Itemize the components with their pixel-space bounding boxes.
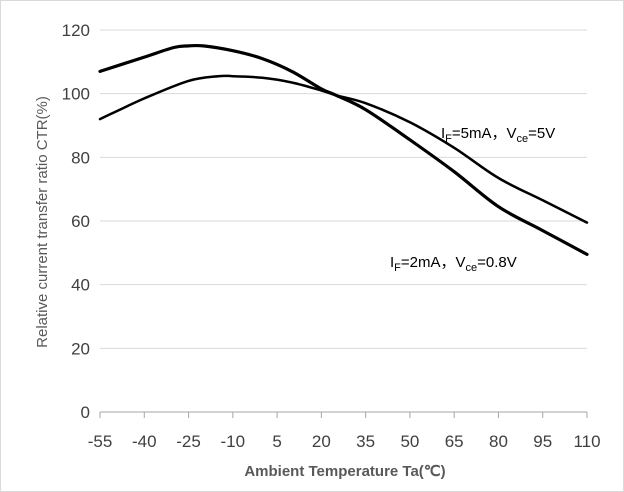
x-tick-label: 50	[400, 432, 419, 451]
x-tick-label: 5	[272, 432, 281, 451]
x-tick-label: 20	[312, 432, 331, 451]
axes	[99, 411, 588, 418]
y-axis-title: Relative current transfer ratio CTR(%)	[34, 96, 51, 348]
y-tick-label: 100	[62, 85, 90, 104]
y-tick-label: 80	[71, 148, 90, 167]
y-tick-label: 20	[71, 339, 90, 358]
x-tick-label: -25	[176, 432, 201, 451]
series-label-2ma: IF=2mA，Vce=0.8V	[390, 254, 517, 274]
y-tick-label: 40	[71, 276, 90, 295]
series-label-5ma: IF=5mA，Vce=5V	[441, 125, 555, 145]
y-tick-label: 0	[81, 403, 90, 422]
tick-labels: 0 20 40 60 80 100 120 -55 -40 -25 -10 5 20 35 50 65 80 95…	[62, 21, 601, 451]
x-tick-label: 110	[573, 432, 600, 451]
y-tick-label: 120	[62, 21, 90, 40]
gridlines	[100, 29, 587, 349]
y-tick-label: 60	[71, 212, 90, 231]
x-tick-label: -55	[88, 432, 113, 451]
x-axis-title: Ambient Temperature Ta(℃)	[244, 463, 445, 480]
x-tick-label: -40	[132, 432, 157, 451]
series-lines	[98, 43, 589, 256]
series-line-1	[98, 43, 589, 256]
x-tick-label: 65	[445, 432, 464, 451]
x-tick-label: 35	[356, 432, 375, 451]
x-tick-label: 80	[489, 432, 508, 451]
x-tick-label: 95	[533, 432, 552, 451]
x-tick-label: -10	[221, 432, 246, 451]
